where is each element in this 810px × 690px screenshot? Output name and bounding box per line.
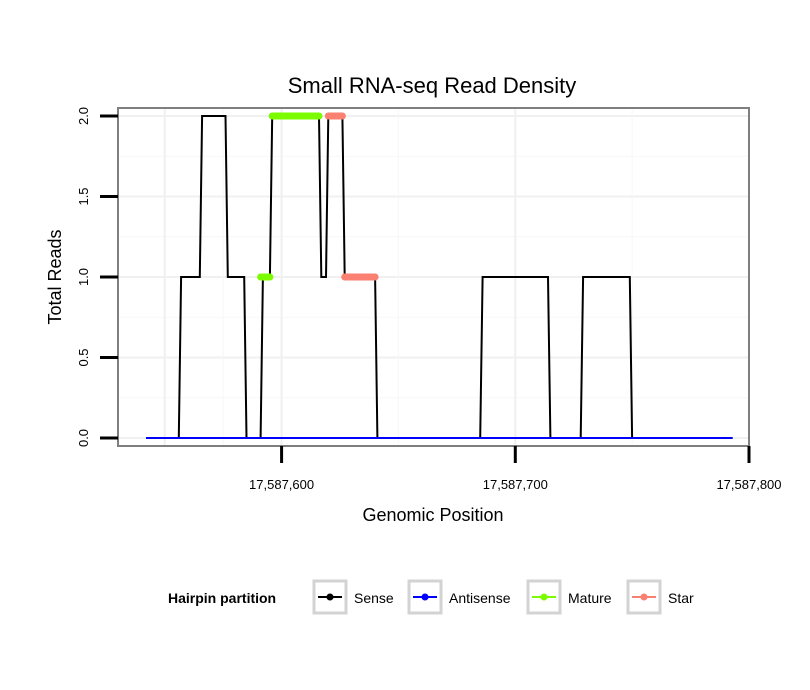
x-axis: 17,587,600 17,587,700 17,587,800 xyxy=(249,446,782,492)
legend-item-sense: Sense xyxy=(312,579,394,615)
legend-key-dot xyxy=(540,593,548,601)
legend-label: Star xyxy=(668,590,694,606)
legend-title: Hairpin partition xyxy=(168,590,276,606)
y-tick-label: 2.0 xyxy=(76,107,91,125)
legend-key-dot xyxy=(421,593,429,601)
x-tick-label: 17,587,700 xyxy=(483,477,548,492)
y-axis: 0.0 0.5 1.0 1.5 2.0 xyxy=(76,107,118,447)
y-tick-label: 0.5 xyxy=(76,348,91,366)
chart-title: Small RNA-seq Read Density xyxy=(288,73,577,98)
y-tick-label: 1.5 xyxy=(76,187,91,205)
x-axis-title: Genomic Position xyxy=(362,505,503,525)
legend-label: Sense xyxy=(354,590,394,606)
y-tick-label: 1.0 xyxy=(76,268,91,286)
legend-items: Sense Antisense Mature Star xyxy=(312,579,694,615)
x-tick-label: 17,587,800 xyxy=(716,477,781,492)
series-layer xyxy=(146,112,733,439)
y-axis-title: Total Reads xyxy=(45,229,65,324)
legend-item-star: Star xyxy=(626,579,694,615)
legend-label: Mature xyxy=(568,590,612,606)
series-sense-line xyxy=(146,115,733,439)
legend-item-antisense: Antisense xyxy=(407,579,511,615)
legend-key-dot xyxy=(326,593,334,601)
x-tick-label: 17,587,600 xyxy=(249,477,314,492)
legend-item-mature: Mature xyxy=(526,579,612,615)
legend-key-dot xyxy=(640,593,648,601)
y-tick-label: 0.0 xyxy=(76,429,91,447)
grid-layer xyxy=(118,108,750,446)
legend: Hairpin partition Sense Antisense Mature St… xyxy=(168,579,694,615)
legend-label: Antisense xyxy=(449,590,511,606)
